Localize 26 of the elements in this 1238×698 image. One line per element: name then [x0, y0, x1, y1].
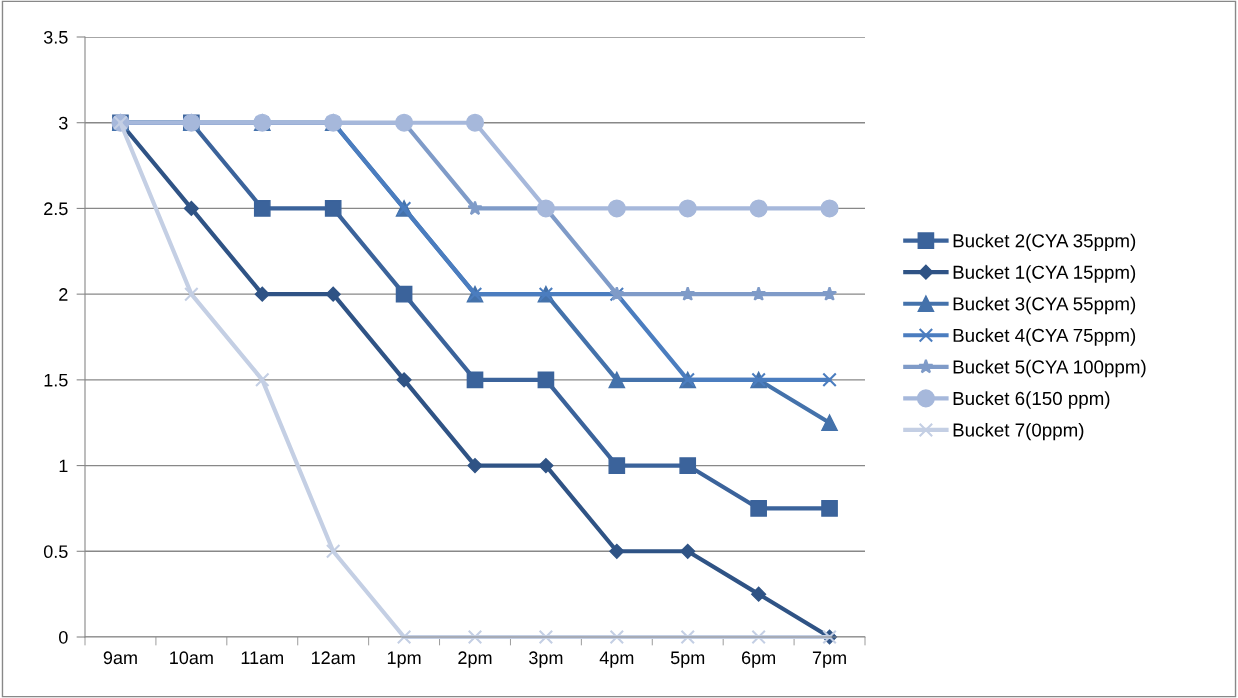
legend-label: Bucket 1(CYA 15ppm) [953, 265, 1136, 283]
legend-label: Bucket 2(CYA 35ppm) [953, 233, 1136, 252]
x-tick-label: 10am [170, 651, 213, 665]
x-tick-label: 7pm [812, 651, 846, 668]
legend-label: Bucket 6(150 ppm) [953, 391, 1110, 409]
legend-label: Bucket 4(CYA 75ppm) [953, 328, 1136, 346]
y-tick-label: 2.5 [44, 202, 68, 216]
x-tick-label: 6pm [741, 651, 776, 668]
x-tick-label: 5pm [670, 651, 705, 668]
y-tick-label: 0.5 [43, 545, 68, 559]
x-tick-label: 11am [241, 651, 283, 665]
x-tick-label: 2pm [458, 651, 492, 668]
x-tick-label: 1pm [387, 651, 421, 668]
y-tick-label: 3 [58, 116, 68, 130]
y-tick-label: 3.5 [43, 30, 68, 44]
legend-label: Bucket 5(CYA 100ppm) [953, 359, 1146, 378]
legend-label: Bucket 7(0ppm) [953, 422, 1084, 441]
y-tick-label: 1.5 [44, 373, 68, 387]
x-tick-label: 4pm [599, 651, 634, 668]
x-tick-label: 9am [103, 651, 137, 665]
y-tick-label: 2 [59, 288, 68, 301]
y-tick-label: 1 [59, 459, 68, 473]
legend-label: Bucket 3(CYA 55ppm) [953, 296, 1136, 315]
x-tick-label: 3pm [529, 651, 563, 668]
y-tick-label: 0 [59, 630, 68, 644]
x-tick-label: 12am [311, 651, 355, 665]
